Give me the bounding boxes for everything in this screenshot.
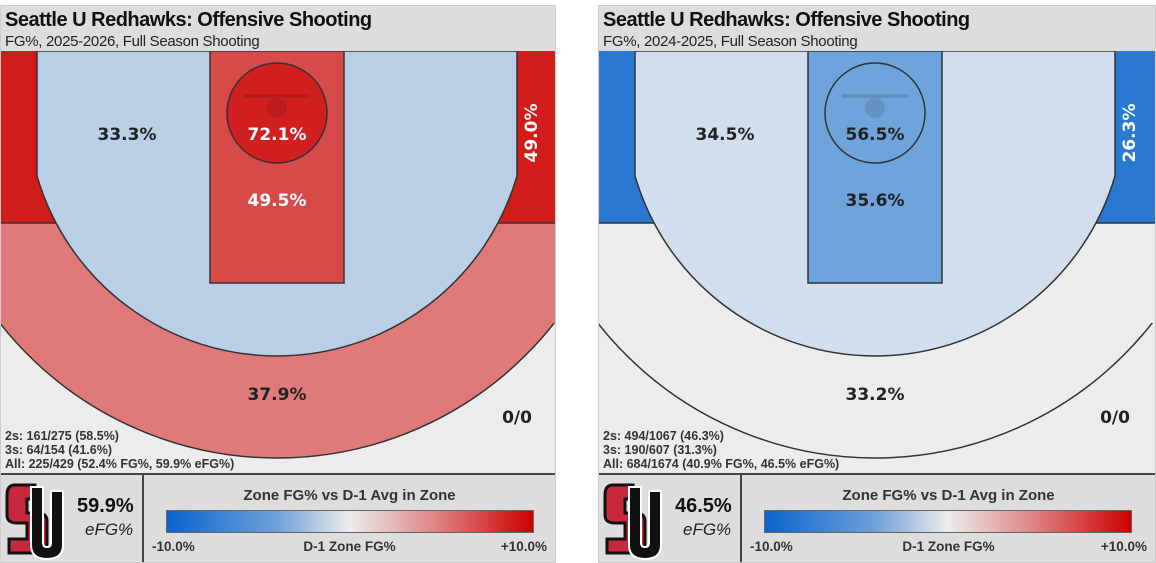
rim bbox=[267, 98, 287, 118]
zone-label-deep: 0/0 bbox=[502, 408, 532, 428]
shooting-stats: 2s: 494/1067 (46.3%) 3s: 190/607 (31.3%)… bbox=[603, 429, 839, 471]
panel-footer: 46.5% eFG% Zone FG% vs D-1 Avg in Zone -… bbox=[599, 473, 1155, 562]
shooting-stats: 2s: 161/275 (58.5%) 3s: 64/154 (41.6%) A… bbox=[5, 429, 234, 471]
stat-3s: 3s: 64/154 (41.6%) bbox=[5, 443, 113, 457]
zone-label-rim: 72.1% bbox=[248, 125, 307, 145]
zone-label-midrange: 33.3% bbox=[98, 125, 157, 145]
court-diagram: 56.5% 35.6% 34.5% 26.3% 33.2% 0/0 bbox=[599, 51, 1155, 473]
legend-max: +10.0% bbox=[500, 539, 547, 554]
legend-title: Zone FG% vs D-1 Avg in Zone bbox=[842, 487, 1055, 504]
backboard bbox=[244, 94, 310, 98]
stat-all: All: 225/429 (52.4% FG%, 59.9% eFG%) bbox=[5, 457, 235, 471]
stat-3s: 3s: 190/607 (31.3%) bbox=[603, 443, 717, 457]
restricted-area-zone bbox=[824, 62, 926, 164]
efg-label: eFG% bbox=[85, 520, 134, 539]
color-scale-bar bbox=[764, 510, 1132, 533]
panel-header: Seattle U Redhawks: Offensive Shooting F… bbox=[1, 6, 555, 51]
legend-mid: D-1 Zone FG% bbox=[303, 539, 396, 554]
shot-chart-panel: Seattle U Redhawks: Offensive Shooting F… bbox=[598, 5, 1156, 563]
panel-footer: 59.9% eFG% Zone FG% vs D-1 Avg in Zone -… bbox=[1, 473, 555, 562]
zone-label-above_break_3: 33.2% bbox=[846, 385, 905, 405]
seattle-u-logo bbox=[5, 483, 64, 561]
backboard bbox=[842, 94, 908, 98]
zone-label-right_corner: 49.0% bbox=[522, 104, 542, 163]
efg-label: eFG% bbox=[683, 520, 732, 539]
zone-label-deep: 0/0 bbox=[1100, 408, 1130, 428]
legend-mid: D-1 Zone FG% bbox=[902, 539, 995, 554]
legend-min: -10.0% bbox=[750, 539, 793, 554]
stat-2s: 2s: 494/1067 (46.3%) bbox=[603, 429, 724, 443]
stat-2s: 2s: 161/275 (58.5%) bbox=[5, 429, 119, 443]
chart-subtitle: FG%, 2024-2025, Full Season Shooting bbox=[603, 33, 858, 50]
restricted-area-zone bbox=[226, 62, 328, 164]
legend-min: -10.0% bbox=[152, 539, 195, 554]
divider bbox=[740, 475, 742, 562]
divider bbox=[142, 475, 144, 562]
zone-label-midrange: 34.5% bbox=[696, 125, 755, 145]
panel-header: Seattle U Redhawks: Offensive Shooting F… bbox=[599, 6, 1155, 51]
chart-title: Seattle U Redhawks: Offensive Shooting bbox=[5, 9, 372, 31]
efg-value: 46.5% bbox=[675, 495, 732, 517]
legend-max: +10.0% bbox=[1100, 539, 1147, 554]
zone-label-paint: 35.6% bbox=[846, 191, 905, 211]
efg-value: 59.9% bbox=[77, 495, 134, 517]
court-diagram: 72.1% 49.5% 33.3% 49.0% 37.9% 0/0 bbox=[1, 51, 555, 473]
chart-title: Seattle U Redhawks: Offensive Shooting bbox=[603, 9, 970, 31]
zone-label-paint: 49.5% bbox=[248, 191, 307, 211]
zone-label-right_corner: 26.3% bbox=[1120, 104, 1140, 163]
stat-all: All: 684/1674 (40.9% FG%, 46.5% eFG%) bbox=[603, 457, 840, 471]
zone-label-rim: 56.5% bbox=[846, 125, 905, 145]
chart-subtitle: FG%, 2025-2026, Full Season Shooting bbox=[5, 33, 260, 50]
seattle-u-logo bbox=[603, 483, 662, 561]
shot-chart-panel: Seattle U Redhawks: Offensive Shooting F… bbox=[0, 5, 556, 563]
zone-label-above_break_3: 37.9% bbox=[248, 385, 307, 405]
rim bbox=[865, 98, 885, 118]
color-scale-bar bbox=[166, 510, 534, 533]
legend-title: Zone FG% vs D-1 Avg in Zone bbox=[243, 487, 456, 504]
